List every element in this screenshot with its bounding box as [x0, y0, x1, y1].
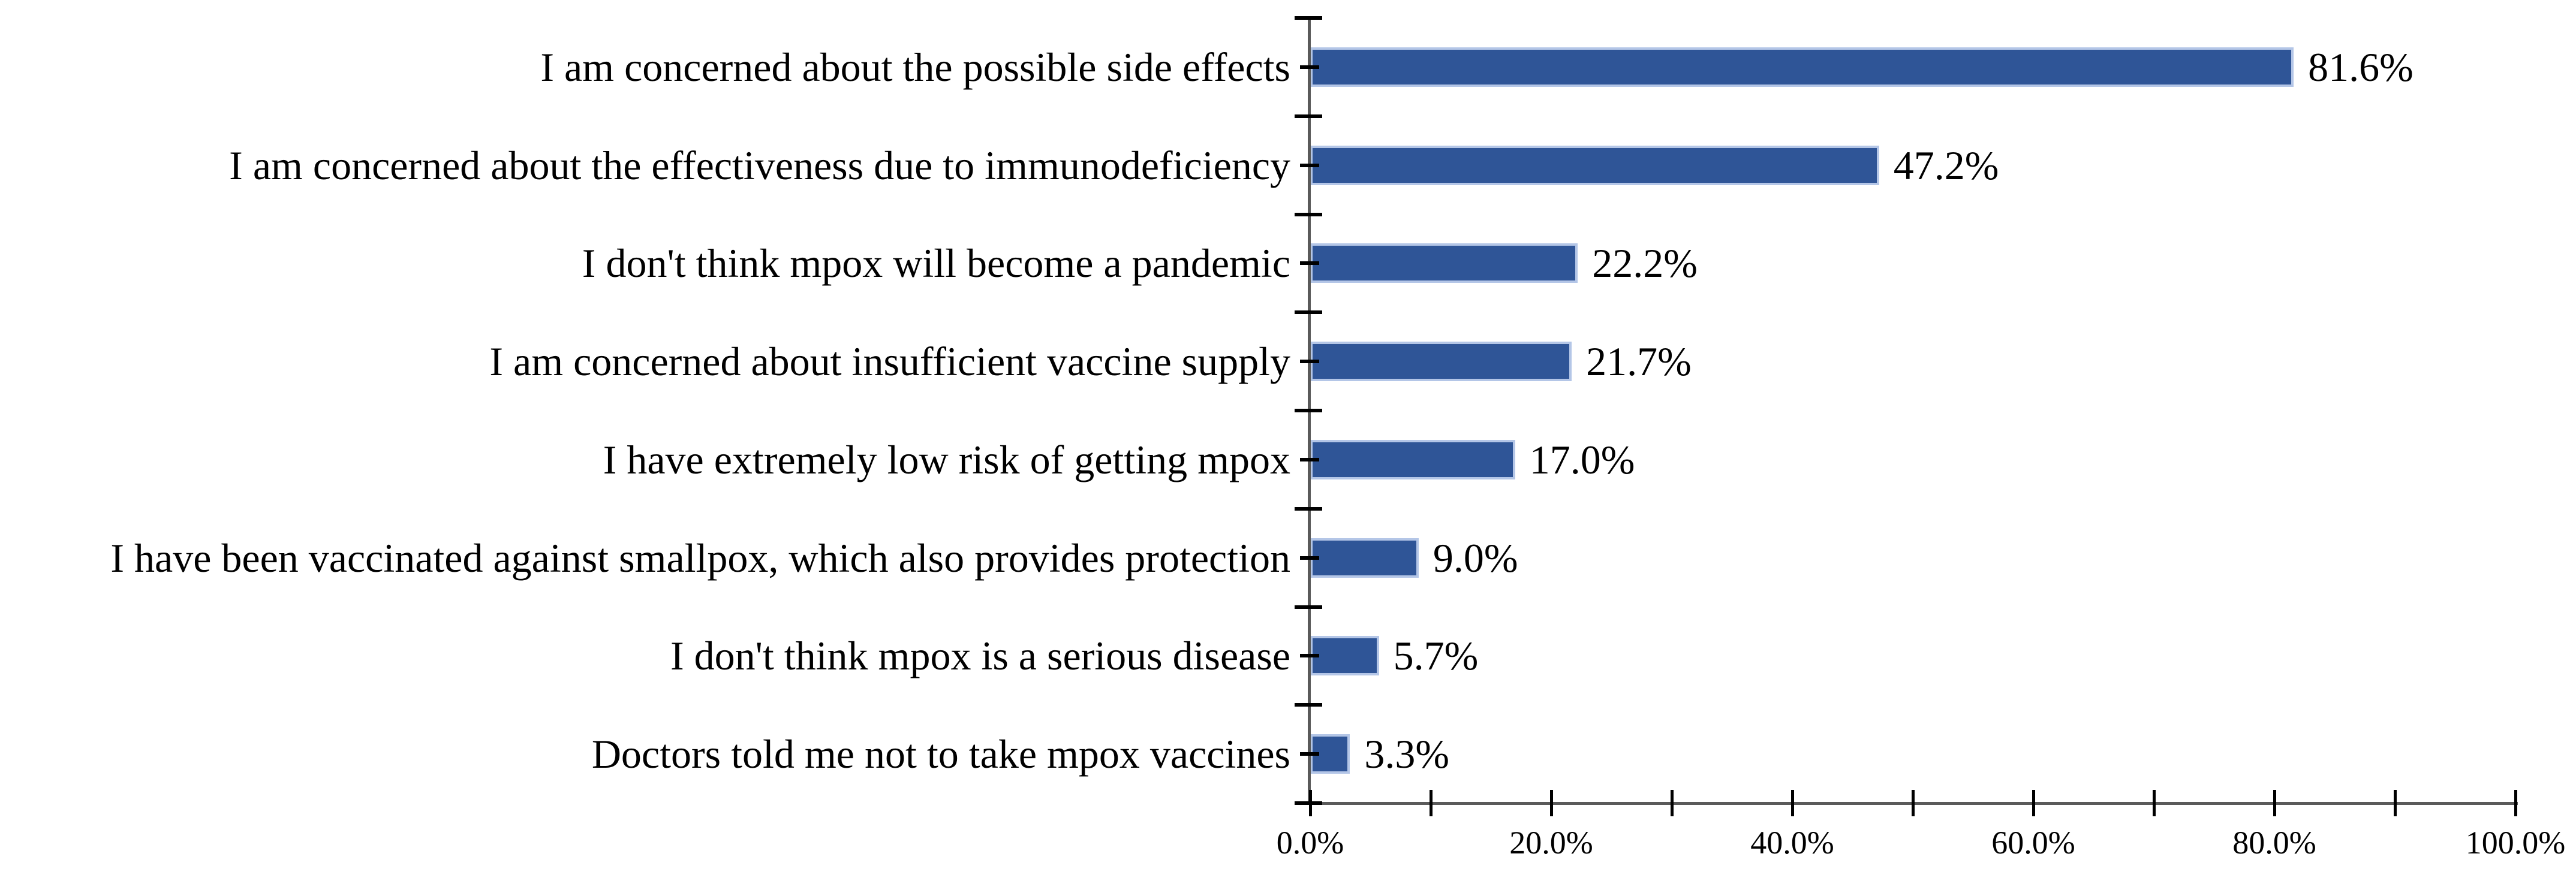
y-axis-boundary-tick: [1295, 605, 1322, 609]
x-axis-tick: [1309, 790, 1312, 816]
value-label: 47.2%: [1893, 142, 1999, 188]
x-axis-tick: [2153, 790, 2156, 816]
value-label: 81.6%: [2308, 44, 2414, 90]
value-label: 21.7%: [1586, 339, 1692, 385]
x-axis-tick: [1912, 790, 1915, 816]
value-label: 22.2%: [1592, 240, 1698, 286]
y-axis-center-tick: [1300, 556, 1319, 560]
y-axis-center-tick: [1300, 752, 1319, 756]
bar: [1310, 243, 1578, 283]
category-label: Doctors told me not to take mpox vaccine…: [591, 731, 1290, 777]
category-label: I have extremely low risk of getting mpo…: [603, 436, 1290, 482]
category-label: I am concerned about the effectiveness d…: [229, 142, 1290, 188]
y-axis-boundary-tick: [1295, 409, 1322, 412]
y-axis-boundary-tick: [1295, 114, 1322, 118]
y-axis-center-tick: [1300, 261, 1319, 266]
y-axis-center-tick: [1300, 457, 1319, 461]
y-axis-boundary-tick: [1295, 506, 1322, 511]
y-axis-boundary-tick: [1295, 703, 1322, 707]
bar: [1310, 145, 1879, 185]
value-label: 3.3%: [1364, 731, 1449, 777]
x-axis-tick-label: 100.0%: [2465, 825, 2566, 861]
x-axis-tick-label: 80.0%: [2232, 825, 2316, 861]
y-axis-center-tick: [1300, 65, 1319, 69]
category-label: I don't think mpox is a serious disease: [670, 633, 1290, 679]
x-axis-tick: [2394, 790, 2397, 816]
y-axis-boundary-tick: [1295, 212, 1322, 216]
y-axis-boundary-tick: [1295, 16, 1322, 20]
x-axis-tick: [1671, 790, 1674, 816]
x-axis-tick-label: 60.0%: [1991, 825, 2075, 861]
y-axis-center-tick: [1300, 360, 1319, 364]
category-label: I don't think mpox will become a pandemi…: [582, 240, 1290, 286]
x-axis-tick-label: 40.0%: [1750, 825, 1834, 861]
x-axis-tick: [2514, 790, 2517, 816]
x-axis-tick: [1550, 790, 1553, 816]
y-axis-boundary-tick: [1295, 310, 1322, 315]
y-axis-center-tick: [1300, 654, 1319, 658]
bar: [1310, 342, 1572, 382]
y-axis-boundary-tick: [1295, 801, 1322, 805]
value-label: 5.7%: [1393, 633, 1479, 679]
value-label: 9.0%: [1433, 535, 1518, 581]
x-axis-tick-label: 0.0%: [1276, 825, 1344, 861]
y-axis-center-tick: [1300, 163, 1319, 167]
bar: [1310, 439, 1515, 479]
bar: [1310, 47, 2294, 87]
bar: [1310, 538, 1419, 578]
category-label: I am concerned about the possible side e…: [540, 44, 1290, 90]
x-axis-tick: [2032, 790, 2035, 816]
bar: [1310, 636, 1379, 676]
category-label: I am concerned about insufficient vaccin…: [489, 339, 1290, 385]
x-axis-tick: [1791, 790, 1794, 816]
value-label: 17.0%: [1529, 436, 1635, 482]
category-label: I have been vaccinated against smallpox,…: [110, 535, 1290, 581]
x-axis-tick: [2273, 790, 2276, 816]
x-axis-tick-label: 20.0%: [1509, 825, 1593, 861]
x-axis-tick: [1430, 790, 1433, 816]
